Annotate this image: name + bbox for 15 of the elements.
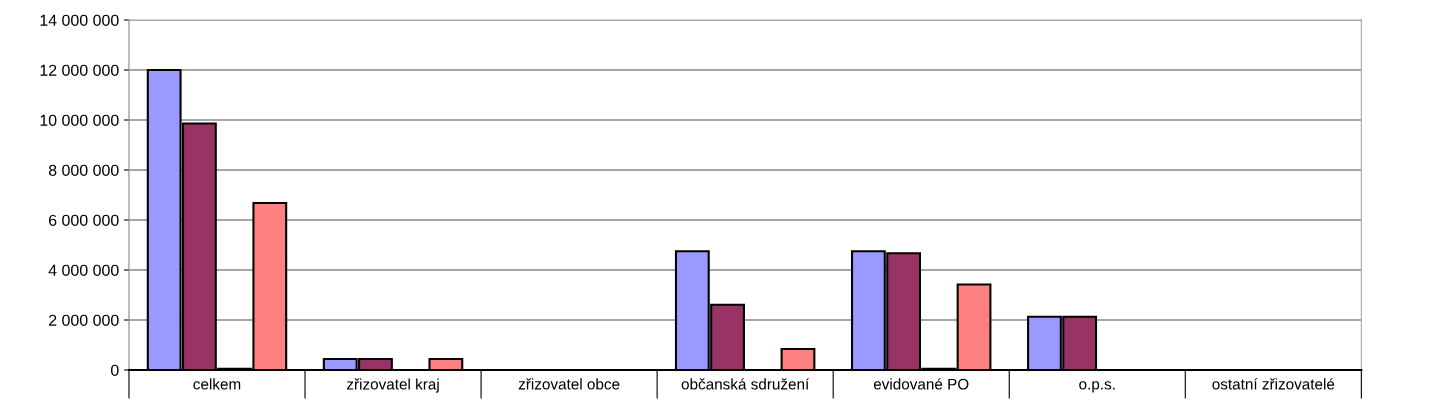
y-tick-label: 10 000 000 (40, 114, 119, 126)
x-tick-label: zřizovatel obce (518, 378, 620, 390)
y-tick-label: 14 000 000 (40, 14, 119, 26)
y-tick-label: 6 000 000 (49, 214, 119, 226)
x-tick-label: evidované PO (873, 378, 969, 390)
x-tick-label: občanská sdružení (681, 378, 810, 390)
y-tick-label: 2 000 000 (49, 314, 119, 326)
y-tick-label: 8 000 000 (48, 164, 119, 176)
y-tick-label: 4 000 000 (48, 264, 119, 276)
x-tick-label: celkem (193, 378, 241, 390)
y-tick-label: 12 000 000 (40, 64, 119, 76)
y-tick-label: 0 (110, 364, 119, 376)
x-tick-label: ostatní zřizovatelé (1212, 378, 1335, 390)
x-tick-label: zřizovatel kraj (346, 378, 439, 393)
x-tick-label: o.p.s. (1079, 381, 1115, 393)
